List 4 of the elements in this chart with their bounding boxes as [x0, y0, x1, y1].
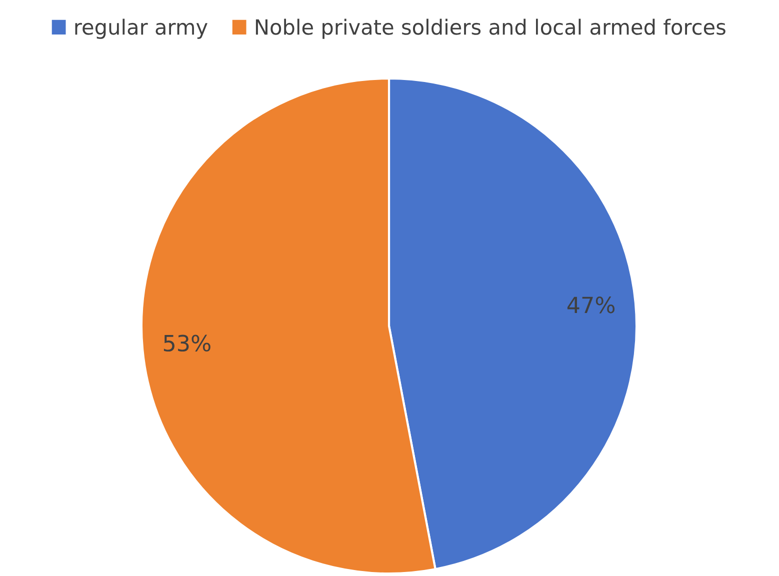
- legend-label: Noble private soldiers and local armed forces: [256, 18, 726, 39]
- data-label: 53%: [164, 334, 210, 352]
- data-label: 47%: [567, 296, 615, 314]
- legend-label: regular army: [75, 18, 208, 39]
